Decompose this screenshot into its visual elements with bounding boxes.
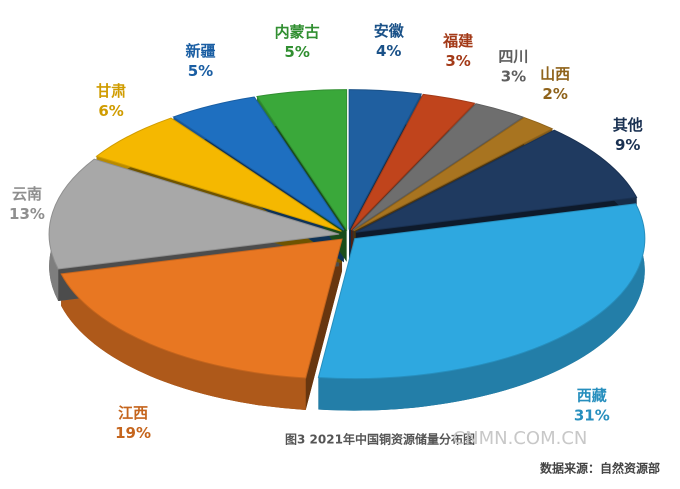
value-label: 13%	[9, 205, 45, 223]
slice-label: 新疆	[185, 42, 215, 60]
layer: 安徽 4% 福建 3% 四川 3% 山西 2% 其他 9% 西藏 31% 江西 19% 云南 13% 甘肃 6% 新…	[9, 22, 643, 442]
slice-label: 山西	[540, 65, 570, 83]
slice-label: 安徽	[374, 22, 405, 40]
value-label: 31%	[574, 406, 610, 424]
slice-label: 江西	[118, 404, 148, 422]
slice-rim	[318, 203, 645, 411]
value-label: 9%	[615, 136, 640, 154]
slice-label: 四川	[498, 48, 528, 66]
slice	[172, 96, 345, 231]
value-label: 4%	[376, 42, 401, 60]
slice	[353, 117, 554, 232]
slice	[352, 103, 525, 231]
slice	[348, 89, 423, 230]
value-label: 5%	[188, 62, 213, 80]
value-label: 3%	[445, 52, 470, 70]
slice-label: 云南	[12, 185, 42, 203]
slice	[317, 203, 646, 380]
slice-label: 西藏	[577, 386, 607, 404]
slice-rim	[61, 273, 306, 410]
value-label: 6%	[98, 102, 123, 120]
value-label: 3%	[501, 68, 526, 86]
slice	[355, 129, 638, 233]
watermark: CNMN.COM.CN	[453, 428, 588, 449]
value-label: 2%	[542, 85, 567, 103]
source: 数据来源：自然资源部	[540, 461, 660, 476]
slice-label: 内蒙古	[275, 23, 320, 41]
layer	[48, 89, 646, 380]
slice	[48, 158, 340, 270]
slice	[60, 238, 343, 379]
slice	[350, 93, 476, 231]
slice	[256, 89, 348, 232]
slice-label: 福建	[442, 32, 474, 50]
caption: 图3 2021年中国铜资源储量分布图	[285, 432, 475, 447]
slice-label: 其他	[613, 116, 643, 134]
value-label: 5%	[284, 43, 309, 61]
slice	[95, 117, 342, 232]
slice-label: 甘肃	[96, 82, 126, 100]
value-label: 19%	[115, 424, 151, 442]
